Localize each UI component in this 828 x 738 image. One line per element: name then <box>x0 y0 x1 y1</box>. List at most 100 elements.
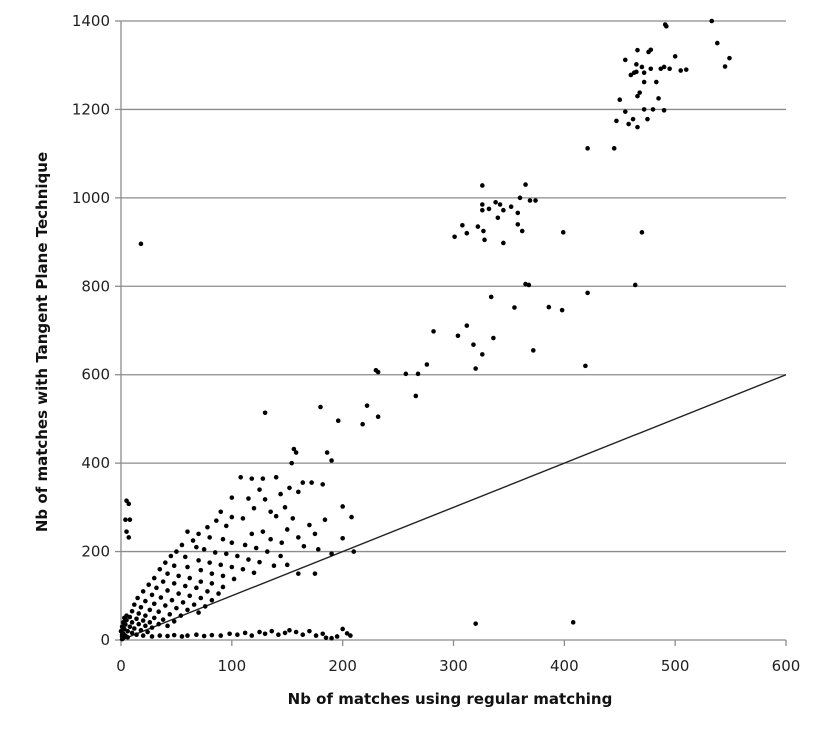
data-point <box>307 522 312 528</box>
data-point <box>334 634 340 639</box>
data-point <box>257 629 262 635</box>
data-point <box>570 620 576 625</box>
data-point <box>632 282 638 288</box>
data-point <box>135 595 140 601</box>
data-point <box>151 601 157 607</box>
y-tick-label: 1200 <box>72 100 110 118</box>
data-point <box>628 72 634 78</box>
data-point <box>238 474 243 480</box>
data-point <box>231 576 237 582</box>
data-point <box>194 632 199 637</box>
data-point <box>515 222 521 227</box>
data-point <box>296 489 301 495</box>
data-point <box>156 621 161 627</box>
data-point <box>125 635 130 640</box>
data-point <box>209 571 215 576</box>
data-point <box>312 531 318 537</box>
data-point <box>119 636 125 642</box>
data-point <box>143 613 148 618</box>
data-point <box>209 597 215 603</box>
data-point <box>709 18 715 24</box>
data-point <box>614 118 619 124</box>
data-point <box>727 55 732 61</box>
y-axis-title: Nb of matches with Tangent Plane Techniq… <box>33 152 51 532</box>
data-point <box>641 107 647 112</box>
data-point <box>147 607 153 613</box>
data-point <box>218 633 224 638</box>
data-point <box>132 602 137 607</box>
data-point <box>227 631 232 637</box>
data-point <box>260 529 266 534</box>
data-point <box>127 517 133 523</box>
data-point <box>630 116 636 122</box>
data-point <box>169 597 175 603</box>
data-point <box>546 304 552 310</box>
y-tick-label: 400 <box>81 454 110 472</box>
data-point <box>235 632 240 637</box>
data-point <box>198 579 204 584</box>
data-point <box>146 582 152 588</box>
horizontal-gridlines <box>121 20 786 553</box>
data-point <box>626 121 631 127</box>
data-point <box>214 518 219 523</box>
data-point <box>119 632 125 637</box>
data-point <box>260 476 266 481</box>
data-point <box>634 62 639 67</box>
data-point <box>413 393 419 399</box>
data-point <box>287 627 292 633</box>
data-point <box>246 557 251 562</box>
data-point <box>585 146 590 151</box>
data-point <box>282 505 288 510</box>
data-point <box>452 234 457 240</box>
data-point <box>648 66 654 72</box>
data-point <box>120 620 126 625</box>
data-point <box>501 240 506 246</box>
data-point <box>191 602 197 607</box>
data-point <box>315 547 321 552</box>
data-point <box>307 628 312 634</box>
data-point <box>329 458 334 463</box>
data-point <box>360 421 365 427</box>
data-point <box>293 629 299 635</box>
data-point <box>157 633 163 638</box>
data-point <box>300 632 306 637</box>
data-point <box>249 531 255 537</box>
x-tick-label: 200 <box>328 657 357 675</box>
data-point <box>269 628 275 634</box>
data-point <box>482 237 487 243</box>
data-point <box>127 624 133 630</box>
data-point <box>351 549 357 554</box>
data-point <box>138 627 144 633</box>
data-point <box>185 633 190 638</box>
y-tick-label: 0 <box>100 631 110 649</box>
data-point <box>205 589 210 594</box>
data-point <box>309 480 314 485</box>
data-point <box>364 403 370 408</box>
data-point <box>340 626 345 632</box>
data-point <box>165 571 170 576</box>
data-point <box>473 621 478 626</box>
data-point <box>656 96 661 101</box>
data-point <box>167 612 173 617</box>
data-point <box>182 583 188 589</box>
data-point <box>273 513 279 519</box>
data-point <box>320 631 326 637</box>
data-point <box>519 228 525 234</box>
data-point <box>455 333 461 339</box>
data-point <box>635 124 640 130</box>
data-point <box>165 623 170 629</box>
data-point <box>132 626 137 631</box>
data-point <box>301 543 307 549</box>
data-point <box>515 210 521 216</box>
data-point <box>154 585 159 591</box>
data-point <box>282 630 288 636</box>
data-point <box>268 536 273 542</box>
data-point <box>523 182 528 187</box>
data-point <box>672 54 678 59</box>
data-point <box>403 371 409 377</box>
data-point <box>527 198 533 203</box>
data-point <box>151 615 157 621</box>
data-point <box>560 230 566 235</box>
y-tick-label: 1000 <box>72 189 110 207</box>
